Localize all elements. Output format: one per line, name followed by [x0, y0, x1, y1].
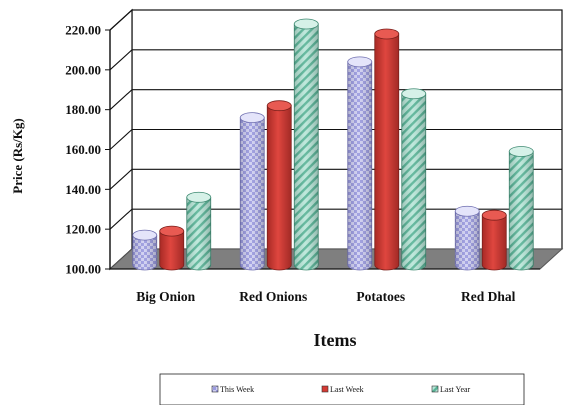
bar-last-week: [481, 209, 507, 271]
gridline: [109, 49, 562, 71]
legend-label: Last Week: [330, 385, 364, 394]
y-tick-label: 220.00: [65, 23, 101, 38]
bar-top: [508, 146, 534, 157]
bar-body: [159, 230, 185, 271]
bar-marks: [132, 18, 534, 271]
bar-last-week: [374, 28, 400, 271]
bar-top: [159, 225, 185, 237]
bar-body: [374, 33, 400, 271]
bar-top: [132, 229, 158, 241]
bar-top: [347, 56, 373, 68]
bar-shade: [294, 24, 319, 271]
bar-shade: [401, 93, 426, 270]
bar-top: [186, 191, 212, 203]
bar-last-year: [401, 88, 427, 271]
y-tick-label: 160.00: [65, 142, 101, 157]
legend-label: This Week: [220, 385, 254, 394]
bar-top: [266, 100, 292, 112]
bar-this-week: [239, 112, 265, 271]
bar-body: [481, 214, 507, 271]
bar-last-year: [508, 146, 534, 271]
bar-shade: [455, 211, 480, 270]
bar-last-week: [266, 100, 292, 271]
legend-swatch: [211, 385, 219, 393]
gridline: [109, 9, 562, 31]
bar-last-week: [159, 225, 185, 271]
bar-shade: [240, 117, 265, 270]
x-category-label: Red Dhal: [461, 289, 516, 304]
bar-top: [293, 18, 319, 30]
x-category-label: Big Onion: [136, 289, 195, 304]
bar-shade: [132, 235, 157, 270]
bar-last-year: [293, 18, 319, 271]
legend-swatch: [321, 385, 329, 393]
y-tick-label: 120.00: [65, 222, 101, 237]
y-tick-label: 200.00: [65, 62, 101, 77]
y-axis-title: Price (Rs/Kg): [10, 118, 25, 193]
bar-shade: [186, 197, 211, 270]
legend-box: [159, 373, 525, 405]
bar-this-week: [132, 229, 158, 271]
bar-top: [481, 209, 507, 221]
y-tick-label: 100.00: [65, 262, 101, 277]
bar-top: [374, 28, 400, 40]
x-axis-categories: Big Onion Red Onions Potatoes Red Dhal: [136, 289, 515, 304]
y-tick-label: 180.00: [65, 102, 101, 117]
x-category-label: Potatoes: [356, 289, 405, 304]
bar-top: [454, 205, 480, 217]
bar-last-year: [186, 191, 212, 271]
legend-swatch: [431, 385, 439, 393]
x-category-label: Red Onions: [239, 289, 307, 304]
bar-top: [239, 112, 265, 124]
bar-this-week: [347, 56, 373, 271]
bar-shade: [509, 151, 534, 270]
bar-body: [266, 105, 292, 271]
bar-shade: [347, 61, 372, 270]
y-tick-label: 140.00: [65, 182, 101, 197]
bar-this-week: [454, 205, 480, 271]
legend-label: Last Year: [440, 385, 471, 394]
y-axis-ticks: 100.00 120.00 140.00 160.00 180.00 200.00 220.…: [65, 23, 110, 277]
x-axis-title: Items: [314, 330, 357, 350]
bar-top: [401, 88, 427, 100]
legend: This Week Last Week Last Year: [159, 373, 525, 405]
